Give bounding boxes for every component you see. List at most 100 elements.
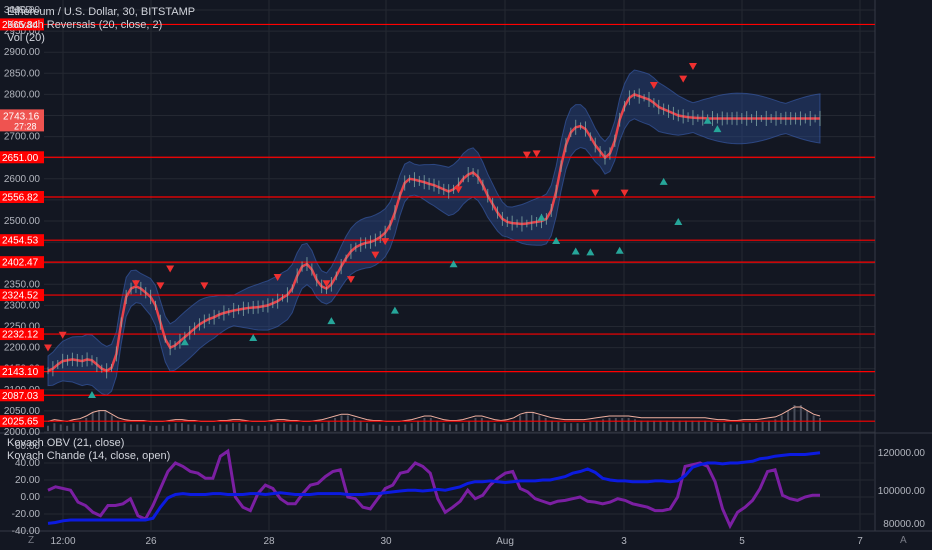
reversal-down-marker [322, 280, 331, 288]
x-tick-label: 12:00 [50, 536, 75, 547]
level-label-bg [0, 415, 44, 428]
level-label-bg [0, 389, 44, 402]
reversal-down-marker [532, 150, 541, 158]
symbol-title[interactable]: Ethereum / U.S. Dollar, 30, BITSTAMP [7, 6, 196, 18]
level-label-bg [0, 289, 44, 302]
reversal-down-marker [346, 276, 355, 284]
reversal-down-marker [688, 62, 697, 70]
current-price-value: 2743.16 [3, 111, 40, 122]
osc-right-tick-label: 120000.00 [878, 448, 926, 459]
osc-right-tick-label: 100000.00 [878, 486, 926, 497]
x-tick-label: 3 [621, 536, 627, 547]
x-tick-label: 26 [145, 536, 157, 547]
osc-right-tick-label: 80000.00 [883, 519, 925, 530]
reversal-up-marker [586, 248, 595, 256]
osc-left-tick-label: -20.00 [12, 509, 41, 520]
reversal-down-marker [381, 238, 390, 246]
reversal-down-marker [166, 265, 175, 273]
current-price-countdown: 27:28 [14, 121, 37, 131]
reversal-down-marker [200, 282, 209, 290]
currency-label: USD [11, 5, 32, 16]
obv-line [47, 451, 821, 525]
auto-scale-button[interactable]: A [900, 535, 907, 546]
y-tick-label: 2050.00 [4, 406, 41, 417]
chande-line [47, 448, 820, 530]
reversal-up-marker [180, 338, 189, 346]
x-tick-label: 30 [380, 536, 392, 547]
reversal-down-marker [58, 331, 67, 339]
price-labels: 2965.84 2651.00 2556.82 2454.53 2402.47 2324.… [0, 18, 44, 428]
reversal-down-marker [131, 280, 140, 288]
reversal-up-marker [537, 213, 546, 221]
y-tick-label: 3000.00 [4, 5, 41, 16]
y-tick-label: 2800.00 [4, 89, 41, 100]
reversal-up-marker [674, 218, 683, 225]
x-tick-label: 5 [739, 536, 745, 547]
y-tick-label: 2950.00 [4, 26, 41, 37]
level-label-bg [0, 191, 44, 204]
y-tick-label: 2300.00 [4, 300, 41, 311]
reversal-up-marker [390, 306, 399, 314]
level-label: 2965.84 [2, 20, 39, 31]
reversal-down-marker [679, 75, 688, 83]
osc-left-tick-label: -40.00 [12, 526, 41, 537]
x-tick-label: 28 [263, 536, 275, 547]
level-label: 2556.82 [2, 193, 39, 204]
osc-left-tick-label: 60.00 [15, 441, 40, 452]
bollinger-band [47, 69, 821, 396]
study-kovach-obv[interactable]: Kovach OBV (21, close) [7, 437, 125, 449]
y-tick-label: 2700.00 [4, 132, 41, 143]
level-label: 2454.53 [2, 236, 39, 247]
reversal-down-marker [371, 251, 380, 259]
study-volume[interactable]: Vol (20) [7, 32, 45, 44]
grid-lines [0, 0, 932, 532]
reversal-down-marker [44, 344, 52, 352]
level-label-bg [0, 365, 44, 378]
reversal-up-marker [87, 391, 96, 399]
reversal-down-marker [649, 81, 658, 89]
y-tick-label: 2250.00 [4, 322, 41, 333]
x-tick-label: 7 [857, 536, 863, 547]
level-label-bg [0, 328, 44, 341]
osc-left-tick-label: 20.00 [15, 475, 40, 486]
volume-ma-line [47, 406, 821, 422]
y-tick-label: 2350.00 [4, 279, 41, 290]
oscillator-pane [44, 445, 875, 530]
y-tick-label: 2500.00 [4, 216, 41, 227]
timezone-button[interactable]: Z [28, 535, 35, 546]
y-tick-label: 2900.00 [4, 47, 41, 58]
reversal-up-marker [552, 236, 561, 244]
reversal-up-marker [659, 177, 668, 185]
reversal-up-marker [713, 125, 722, 133]
level-label: 2324.52 [2, 291, 39, 302]
level-label-bg [0, 234, 44, 247]
reversal-down-marker [522, 151, 531, 159]
osc-left-tick-label: 40.00 [15, 458, 40, 469]
y-tick-label: 2600.00 [4, 174, 41, 185]
oscillator-legend[interactable]: Kovach OBV (21, close) Kovach Chande (14… [7, 437, 170, 463]
level-label: 2232.12 [2, 330, 39, 341]
reversal-up-marker [327, 317, 336, 325]
volume-pane [47, 405, 821, 431]
level-label-bg [0, 18, 44, 31]
level-label: 2143.10 [2, 367, 39, 378]
reversal-up-marker [571, 247, 580, 255]
reversal-down-marker [591, 189, 600, 197]
reversal-markers [44, 62, 722, 399]
level-label: 2651.00 [2, 153, 39, 164]
study-kovach-reversals[interactable]: Kovach Reversals (20, close, 2) [7, 19, 163, 31]
level-label: 2087.03 [2, 391, 39, 402]
y-tick-label: 2200.00 [4, 343, 41, 354]
x-tick-label: Aug [496, 536, 514, 547]
reversal-up-marker [703, 116, 712, 124]
reversal-up-marker [449, 260, 458, 268]
y-tick-label: 2850.00 [4, 68, 41, 79]
reversal-down-marker [273, 273, 282, 281]
reversal-up-marker [249, 334, 258, 342]
study-kovach-chande[interactable]: Kovach Chande (14, close, open) [7, 450, 171, 462]
band-envelope [47, 69, 821, 396]
level-label-bg [0, 151, 44, 164]
main-legend[interactable]: Ethereum / U.S. Dollar, 30, BITSTAMP Kov… [7, 6, 195, 45]
